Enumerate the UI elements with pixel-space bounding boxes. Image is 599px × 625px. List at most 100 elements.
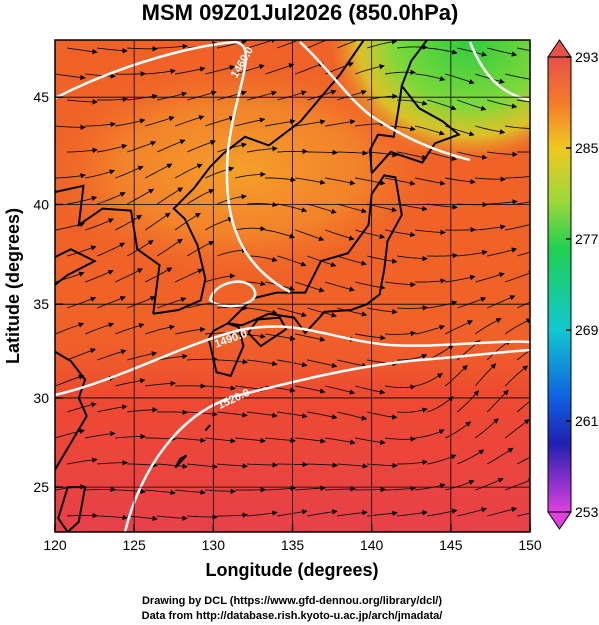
streamline: [504, 318, 530, 335]
streamline: [427, 300, 458, 309]
streamline: [204, 216, 234, 231]
streamline: [295, 437, 326, 444]
x-tick-label: 145: [439, 537, 463, 553]
height-contours: [55, 40, 530, 532]
streamline: [235, 117, 266, 127]
streamline: [55, 73, 86, 81]
streamline: [55, 124, 86, 130]
colorbar-tick-label: 285: [575, 140, 599, 156]
streamline: [325, 119, 356, 127]
streamline: [415, 177, 446, 186]
streamline: [397, 203, 428, 212]
coastline: [153, 40, 365, 315]
contour-line: [123, 348, 530, 532]
streamline: [67, 512, 98, 519]
streamline: [427, 396, 454, 413]
streamline: [415, 483, 446, 491]
streamline: [235, 487, 266, 493]
streamline: [385, 384, 416, 390]
streamline: [114, 214, 143, 231]
streamline: [67, 147, 98, 153]
streamline: [487, 506, 518, 517]
coastline: [247, 316, 288, 348]
streamline: [486, 339, 511, 361]
streamline: [126, 188, 155, 205]
streamline: [487, 99, 518, 109]
streamline: [247, 462, 278, 468]
streamline: [85, 486, 116, 493]
streamline: [385, 330, 416, 337]
streamline: [517, 99, 530, 103]
streamline: [456, 390, 480, 413]
streamline: [97, 96, 128, 103]
streamline: [205, 166, 235, 179]
streamline: [265, 437, 296, 444]
streamline: [157, 353, 188, 361]
streamline: [247, 359, 278, 367]
streamline: [295, 281, 325, 293]
streamline: [277, 359, 308, 368]
streamline: [174, 163, 203, 179]
coastline: [400, 40, 428, 87]
y-tick-label: 25: [33, 479, 49, 495]
streamline: [175, 489, 206, 495]
streamline: [144, 212, 171, 231]
streamline: [85, 269, 114, 283]
streamline: [126, 240, 154, 257]
streamline: [187, 300, 218, 309]
credit-line: Data from http://database.rish.kyoto-u.a…: [142, 610, 443, 622]
streamline: [457, 296, 487, 309]
colorbar-tick-label: 253: [575, 504, 599, 520]
streamline: [247, 255, 278, 263]
streamline: [367, 151, 398, 158]
streamline: [415, 324, 445, 335]
streamline: [157, 43, 188, 50]
streamline: [67, 348, 96, 361]
cool-region: [330, 40, 530, 160]
streamline: [186, 241, 215, 257]
x-axis-label: Longitude (degrees): [205, 560, 378, 580]
map-title: MSM 09Z01Jul2026 (850.0hPa): [142, 0, 459, 25]
streamline: [67, 47, 98, 55]
streamline: [157, 515, 188, 521]
streamline: [67, 402, 97, 413]
streamline: [517, 251, 530, 257]
streamline: [475, 73, 505, 84]
streamline: [97, 47, 128, 54]
streamline: [444, 364, 468, 387]
streamline: [445, 479, 475, 491]
streamline: [55, 173, 86, 179]
streamline: [475, 176, 506, 182]
streamline: [175, 383, 206, 389]
streamline: [205, 65, 236, 75]
streamline: [385, 436, 416, 442]
streamline: [157, 139, 186, 153]
streamline: [325, 177, 356, 186]
streamline: [444, 320, 473, 335]
streamline: [127, 140, 157, 153]
streamline: [97, 404, 128, 413]
streamline: [504, 365, 529, 387]
streamline: [175, 66, 206, 75]
streamline: [85, 431, 116, 439]
streamline: [127, 93, 158, 101]
streamline: [517, 301, 530, 309]
streamline: [457, 449, 485, 465]
streamline: [277, 509, 308, 517]
streamline: [187, 463, 218, 470]
streamline: [97, 296, 126, 309]
streamline: [337, 463, 368, 469]
coastline: [204, 424, 211, 432]
streamline: [295, 385, 326, 394]
grid: [55, 40, 530, 532]
streamline: [247, 307, 278, 315]
streamline: [325, 385, 356, 395]
streamline: [397, 510, 428, 517]
streamline: [337, 89, 367, 101]
streamline: [307, 462, 338, 468]
streamline: [337, 307, 368, 317]
streamline: [337, 40, 367, 49]
streamline: [157, 463, 188, 469]
streamline: [115, 165, 144, 179]
streamline: [97, 143, 128, 153]
